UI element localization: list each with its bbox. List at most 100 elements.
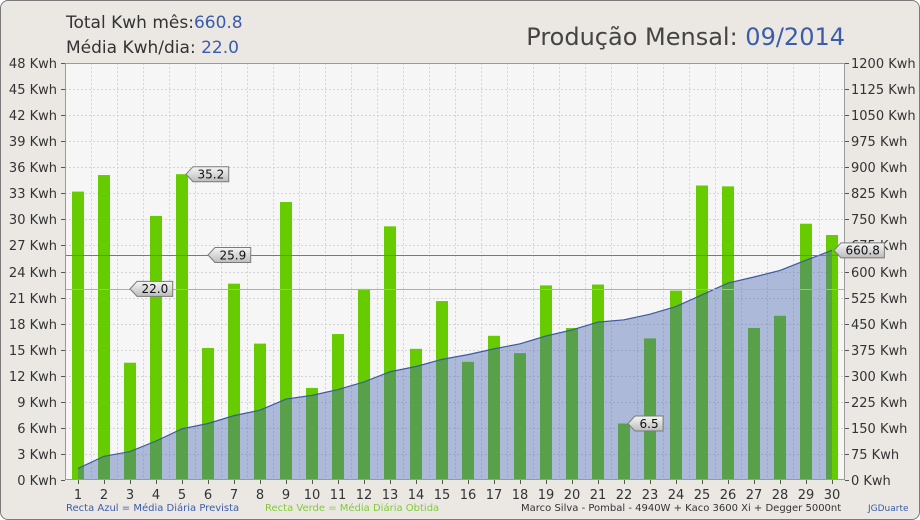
cumulative-line: [77, 249, 833, 470]
bar-day-22: [618, 423, 630, 480]
point-callout-3: 660.8: [833, 242, 885, 259]
bar-day-15: [436, 301, 448, 480]
reference-callout-2-box: [129, 280, 174, 297]
x-tick-label: 2: [100, 488, 108, 503]
bar-day-14: [410, 348, 422, 480]
y-left-tick-label: 30 Kwh: [9, 213, 57, 228]
x-tick-label: 20: [564, 488, 581, 503]
x-tick-label: 10: [304, 488, 321, 503]
y-left-tick-label: 39 Kwh: [9, 135, 57, 150]
reference-callout-1-box: [207, 246, 252, 263]
daily-bar-series: [72, 174, 838, 481]
point-callout-1-text: 35.2: [198, 168, 225, 182]
legend-blue-line: Recta Azul = Média Diária Prevista: [66, 503, 240, 514]
bar-day-21: [592, 284, 604, 480]
bar-day-7: [228, 283, 240, 480]
bar-day-23: [644, 338, 656, 480]
bar-day-2: [98, 175, 110, 480]
y-left-tick-label: 45 Kwh: [9, 83, 57, 98]
bar-day-17: [488, 335, 500, 480]
y-left-tick-label: 48 Kwh: [9, 57, 57, 72]
bar-day-16: [462, 361, 474, 480]
x-tick-label: 24: [668, 488, 685, 503]
y-right-tick-label: 825 Kwh: [851, 187, 907, 202]
y-left-tick-label: 3 Kwh: [17, 448, 57, 463]
y-left-tick-label: 15 Kwh: [9, 344, 57, 359]
y-right-tick-label: 900 Kwh: [851, 161, 907, 176]
x-tick-label: 1: [74, 488, 82, 503]
y-right-tick-label: 600 Kwh: [851, 266, 907, 281]
x-tick-label: 8: [256, 488, 264, 503]
y-left-tick-label: 6 Kwh: [17, 422, 57, 437]
y-left-tick-label: 33 Kwh: [9, 187, 57, 202]
y-right-tick-label: 975 Kwh: [851, 135, 907, 150]
bar-day-29: [800, 223, 812, 480]
y-left-tick-label: 36 Kwh: [9, 161, 57, 176]
x-tick-label: 30: [824, 488, 841, 503]
x-tick-label: 29: [798, 488, 815, 503]
reference-callout-2-text: 22.0: [142, 282, 169, 296]
y-left-tick-label: 24 Kwh: [9, 266, 57, 281]
x-tick-label: 18: [512, 488, 529, 503]
y-left-tick-label: 27 Kwh: [9, 239, 57, 254]
y-right-tick-label: 150 Kwh: [851, 422, 907, 437]
x-tick-label: 28: [772, 488, 789, 503]
x-tick-label: 5: [178, 488, 186, 503]
y-right-tick-label: 1200 Kwh: [851, 57, 916, 72]
point-callout-2-box: [627, 415, 664, 432]
bar-day-5: [176, 174, 188, 480]
y-right-tick-label: 450 Kwh: [851, 318, 907, 333]
bar-day-26: [722, 186, 734, 481]
x-tick-label: 27: [746, 488, 763, 503]
bar-day-20: [566, 327, 578, 480]
y-right-tick-label: 1125 Kwh: [851, 83, 916, 98]
bar-day-1: [72, 191, 84, 480]
y-left-tick-label: 0 Kwh: [17, 474, 57, 489]
x-tick-label: 19: [538, 488, 555, 503]
bar-day-10: [306, 387, 318, 480]
y-right-tick-label: 750 Kwh: [851, 213, 907, 228]
point-callout-1-box: [185, 166, 230, 183]
reference-callout-2: 22.0: [129, 280, 174, 297]
bar-day-11: [332, 334, 344, 480]
x-tick-label: 4: [152, 488, 160, 503]
point-callout-3-box: [833, 242, 885, 259]
x-tick-label: 23: [642, 488, 659, 503]
y-right-tick-label: 525 Kwh: [851, 292, 907, 307]
x-tick-label: 22: [616, 488, 633, 503]
x-tick-label: 26: [720, 488, 737, 503]
x-tick-label: 21: [590, 488, 607, 503]
bar-day-27: [748, 327, 760, 480]
x-tick-label: 14: [408, 488, 425, 503]
bar-day-8: [254, 343, 266, 480]
y-right-tick-label: 225 Kwh: [851, 396, 907, 411]
x-tick-label: 6: [204, 488, 212, 503]
chart-title: Produção Mensal: 09/2014: [526, 22, 845, 52]
bar-day-28: [774, 315, 786, 480]
y-left-tick-label: 21 Kwh: [9, 292, 57, 307]
x-tick-label: 15: [434, 488, 451, 503]
point-callout-2: 6.5: [627, 415, 664, 432]
bar-day-9: [280, 202, 292, 480]
author-credit: JGDuarte: [868, 504, 909, 514]
y-right-tick-label: 1050 Kwh: [851, 109, 916, 124]
chart-title-label: Produção Mensal:: [526, 23, 746, 51]
chart-title-period: 09/2014: [745, 23, 845, 51]
bar-day-24: [670, 290, 682, 480]
bar-day-18: [514, 353, 526, 480]
x-tick-label: 9: [282, 488, 290, 503]
legend-green-line: Recta Verde = Média Diária Obtida: [265, 503, 440, 514]
grid: [65, 63, 845, 480]
x-tick-label: 17: [486, 488, 503, 503]
bar-day-25: [696, 185, 708, 480]
bar-day-12: [358, 288, 370, 480]
y-left-tick-label: 12 Kwh: [9, 370, 57, 385]
y-right-tick-label: 75 Kwh: [851, 448, 899, 463]
y-left-tick-label: 18 Kwh: [9, 318, 57, 333]
reference-callout-1-text: 25.9: [220, 248, 247, 262]
reference-callout-1: 25.9: [207, 246, 252, 263]
total-kwh-label: Total Kwh mês:: [66, 13, 194, 33]
